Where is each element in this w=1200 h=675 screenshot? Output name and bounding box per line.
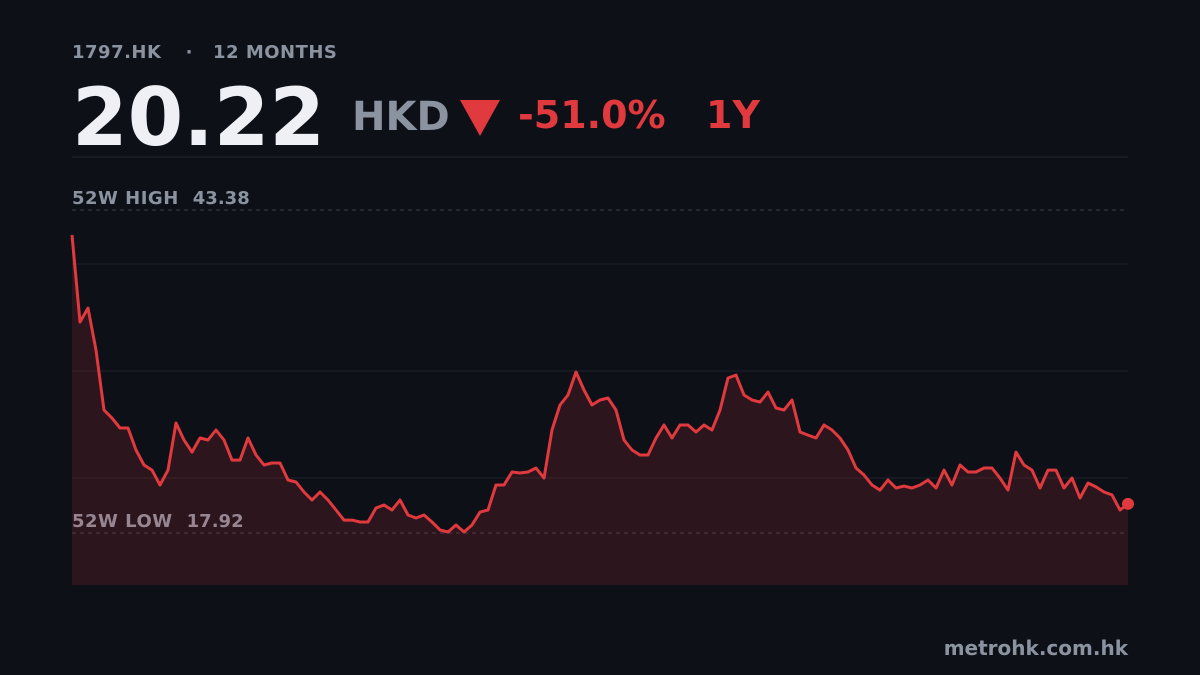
separator: ·: [186, 42, 193, 63]
ticker: 1797.HK: [72, 42, 162, 63]
reference-value: 43.38: [193, 188, 250, 209]
area: [72, 235, 1128, 585]
currency: HKD: [352, 94, 450, 140]
down-arrow: [460, 100, 500, 136]
reference-label: 52W LOW: [72, 511, 173, 532]
reference-label: 52W HIGH: [72, 188, 179, 209]
last-point: [1122, 497, 1134, 510]
period: 12 MONTHS: [213, 42, 337, 63]
price-line: [70, 234, 1129, 534]
change: -51.0%: [518, 93, 666, 137]
source: metrohk.com.hk: [944, 636, 1129, 660]
range: 1Y: [706, 93, 760, 137]
reference-value: 17.92: [187, 511, 244, 532]
price: 20.22: [72, 71, 325, 164]
